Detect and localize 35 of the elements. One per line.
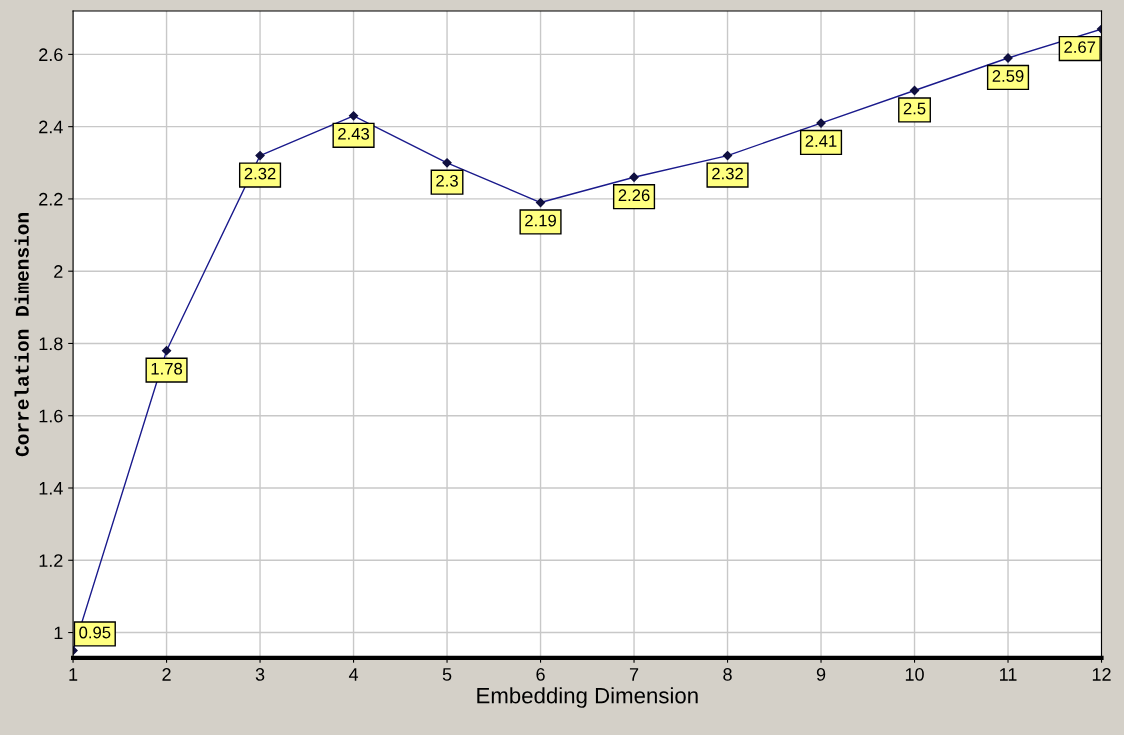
x-tick-label: 7 [629, 668, 639, 681]
x-tick-label: 3 [255, 668, 265, 681]
data-label: 2.32 [712, 167, 743, 180]
data-label: 2.19 [525, 214, 556, 227]
x-tick-label: 4 [348, 668, 359, 681]
x-tick-label: 5 [442, 668, 452, 681]
data-label: 2.26 [618, 189, 650, 202]
y-tick-label: 1.4 [39, 482, 63, 495]
data-label: 2.59 [992, 70, 1024, 82]
x-tick-label: 2 [162, 668, 171, 681]
x-tick-label: 11 [1000, 668, 1017, 681]
x-axis-title: Embedding Dimension [477, 687, 698, 708]
y-tick-label: 1.8 [39, 337, 63, 351]
data-label: 2.32 [244, 167, 276, 180]
y-tick-label: 2 [54, 265, 63, 278]
x-tick-label: 9 [816, 668, 826, 681]
x-tick-label: 8 [723, 668, 732, 681]
x-tick-label: 10 [905, 668, 924, 681]
data-label: 2.41 [805, 135, 837, 147]
data-label: 2.43 [338, 127, 370, 140]
data-label: 2.3 [436, 174, 458, 187]
data-label: 0.95 [79, 626, 111, 639]
data-label: 2.67 [1064, 41, 1096, 54]
x-tick-label: 6 [536, 668, 545, 681]
y-tick-label: 1.2 [39, 554, 63, 567]
y-tick-label: 2.4 [39, 120, 63, 134]
y-tick-label: 1.6 [39, 409, 63, 423]
y-tick-label: 2.2 [39, 192, 63, 206]
data-label: 1.78 [151, 362, 183, 375]
data-label: 2.5 [903, 102, 926, 115]
x-tick-label: 12 [1092, 668, 1111, 681]
y-tick-label: 1 [54, 626, 63, 640]
x-tick-label: 1 [69, 668, 78, 681]
y-tick-label: 2.6 [39, 48, 63, 62]
y-axis-title: Correlation Dimension [14, 213, 29, 457]
